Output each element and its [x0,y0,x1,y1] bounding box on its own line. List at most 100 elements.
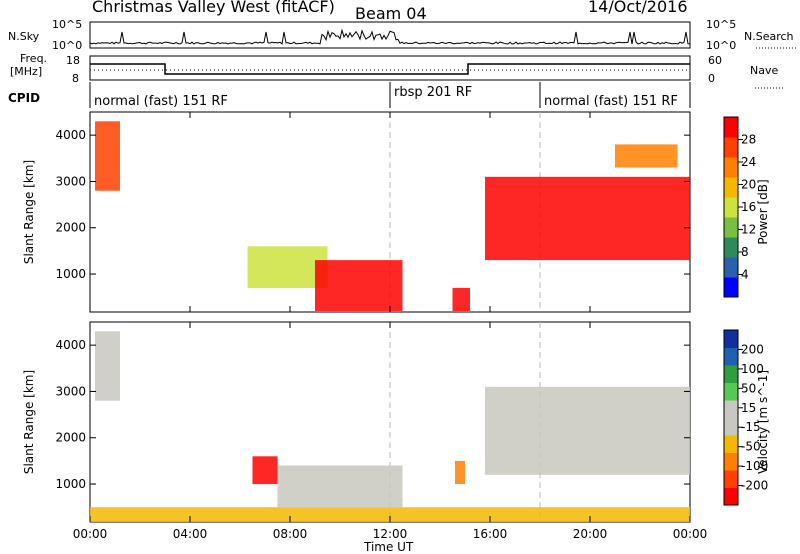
power-colorbar-swatch [724,257,738,278]
velocity-colorbar-tick-label: -15 [741,420,761,434]
cpid-segment-1: normal (fast) 151 RF [94,94,228,109]
cpid-label: CPID [8,91,40,105]
freq-frame [89,55,691,81]
power-region [95,121,120,191]
x-tick-label: 04:00 [173,527,208,541]
velocity-colorbar-swatch [724,382,738,401]
power-colorbar-swatch [724,117,738,138]
velocity-region [95,331,120,401]
power-colorbar-tick-label: 28 [741,133,756,147]
power-colorbar-swatch [724,197,738,218]
power-colorbar-tick-label: 24 [741,155,756,169]
power-colorbar-tick-label: 8 [741,245,749,259]
nsky-tick-bottom: 10^0 [52,39,82,52]
nsky-series [89,28,691,45]
power-colorbar-swatch [724,157,738,178]
station-title: Christmas Valley West (fitACF) [92,0,335,16]
velocity-y-tick-label: 2000 [55,431,86,445]
freq-label-2: [MHz] [10,65,42,78]
power-colorbar-label: Power [dB] [756,179,770,244]
x-tick-label: 00:00 [73,527,108,541]
cpid-panel [89,82,691,108]
power-colorbar-tick-label: 16 [741,200,756,214]
velocity-colorbar-tick-label: 50 [741,381,756,395]
power-colorbar-tick-label: 4 [741,268,749,282]
freq-tick-top: 18 [66,54,80,67]
velocity-colorbar-swatch [724,400,738,418]
velocity-y-axis-label: Slant Range [km] [22,370,36,474]
nave-tick-bottom: 0 [708,72,715,85]
x-tick-label: 12:00 [373,527,408,541]
beam-title: Beam 04 [355,4,427,23]
velocity-colorbar-label: Velocity [m s^-1] [756,370,770,474]
x-tick-label: 20:00 [573,527,608,541]
velocity-colorbar: 200 100 50 15 -15 -50 -100 -200 [723,329,768,506]
velocity-colorbar-tick-label: 100 [741,362,764,376]
x-tick-label: 00:00 [673,527,708,541]
cpid-segment-3: normal (fast) 151 RF [544,94,678,109]
date-title: 14/Oct/2016 [588,0,688,16]
velocity-colorbar-tick-label: -200 [741,479,768,493]
nsearch-label: N.Search [744,30,794,43]
freq-label-1: Freq. [20,52,47,65]
power-panel: 4000 3000 2000 1000 [55,111,691,313]
x-tick-label: 16:00 [473,527,508,541]
freq-panel [89,55,691,81]
velocity-colorbar-swatch [724,330,738,348]
power-y-axis-label: Slant Range [km] [22,160,36,264]
power-y-tick-label: 4000 [55,128,86,142]
freq-series [90,63,690,75]
velocity-region [252,456,278,485]
power-colorbar-swatch [724,217,738,238]
power-colorbar-tick-label: 12 [741,223,756,237]
power-region [615,144,678,168]
x-tick-labels: 00:00 04:00 08:00 12:00 16:00 20:00 00:00 [73,527,708,541]
velocity-region [485,386,690,475]
velocity-panel: 4000 3000 2000 1000 [55,321,691,523]
velocity-colorbar-tick-label: 15 [741,401,756,415]
power-colorbar-swatch [724,137,738,158]
x-tick-label: 08:00 [273,527,308,541]
velocity-colorbar-swatch [724,487,738,506]
nave-tick-top: 60 [708,54,722,67]
velocity-colorbar-swatch [724,435,738,453]
nsearch-tick-top: 10^5 [706,18,736,31]
velocity-colorbar-swatch [724,417,738,436]
nsky-tick-top: 10^5 [52,18,82,31]
nsky-panel [89,21,691,49]
velocity-colorbar-swatch [724,470,738,488]
nsky-frame [89,21,691,49]
cpid-segment-2: rbsp 201 RF [394,85,472,100]
freq-tick-bottom: 8 [72,72,79,85]
power-region [247,246,328,288]
velocity-region [90,507,690,522]
nave-label: Nave [750,64,778,77]
nsky-label: N.Sky [8,30,40,43]
power-colorbar-swatch [724,177,738,198]
power-region [315,260,403,311]
velocity-y-tick-label: 1000 [55,477,86,491]
velocity-colorbar-tick-label: -50 [741,440,761,454]
velocity-y-tick-label: 3000 [55,384,86,398]
velocity-colorbar-tick-label: -100 [741,459,768,473]
velocity-colorbar-swatch [724,347,738,366]
power-colorbar-swatch [724,277,738,298]
velocity-colorbar-swatch [724,365,738,383]
power-colorbar-swatch [724,237,738,258]
power-colorbar-tick-label: 20 [741,178,756,192]
velocity-region [455,460,465,484]
x-axis-label: Time UT [363,540,414,554]
power-y-tick-label: 3000 [55,174,86,188]
power-colorbar: 28 24 20 16 12 8 4 [723,116,756,298]
nsearch-tick-bottom: 10^0 [706,39,736,52]
velocity-colorbar-frame [723,329,739,506]
velocity-region [277,465,403,508]
velocity-y-tick-label: 4000 [55,338,86,352]
power-region [485,176,690,261]
velocity-colorbar-swatch [724,452,738,471]
power-region [452,287,470,311]
power-y-tick-label: 1000 [55,267,86,281]
power-y-tick-label: 2000 [55,221,86,235]
velocity-colorbar-tick-label: 200 [741,342,764,356]
